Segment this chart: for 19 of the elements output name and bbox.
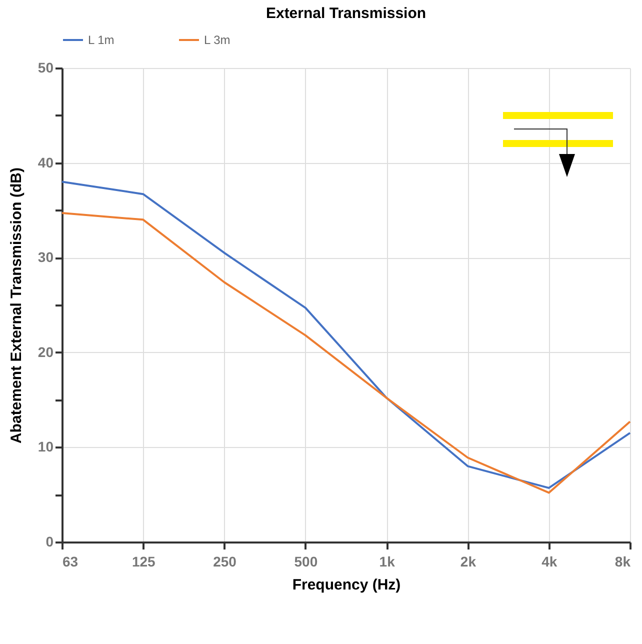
y-tick-label: 50 (38, 60, 54, 76)
y-tick-label: 30 (38, 249, 54, 266)
x-axis-title: Frequency (Hz) (292, 576, 401, 594)
legend-label: L 3m (204, 33, 230, 47)
x-tick-label: 63 (62, 554, 78, 570)
x-tick-label: 2k (460, 554, 476, 570)
y-tick-label: 40 (38, 154, 54, 170)
x-tick-label: 125 (132, 554, 156, 570)
y-tick-label: 10 (38, 438, 54, 455)
y-axis-title: Abatement External Transmission (dB) (8, 168, 25, 444)
x-tick-label: 1k (379, 554, 396, 570)
legend-label: L 1m (88, 33, 114, 47)
x-tick-label: 8k (614, 554, 631, 570)
x-tick-label: 250 (213, 554, 237, 570)
y-tick-label: 0 (46, 534, 54, 550)
chart-title: External Transmission (266, 5, 426, 22)
x-tick-label: 4k (542, 554, 558, 570)
x-tick-label: 500 (294, 554, 318, 570)
y-tick-label: 20 (38, 344, 54, 360)
